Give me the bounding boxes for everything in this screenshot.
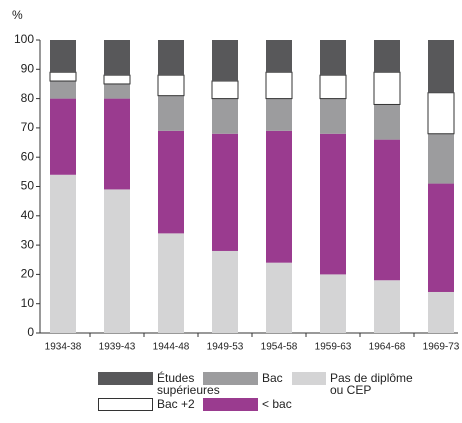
y-tick-label: 80 <box>21 91 35 105</box>
x-tick-label: 1934-38 <box>45 342 82 353</box>
bar-segment <box>158 95 184 131</box>
legend-swatch <box>98 372 153 385</box>
y-tick-label: 20 <box>21 267 35 281</box>
x-tick-label: 1939-43 <box>99 342 136 353</box>
x-tick-label: 1949-53 <box>207 342 244 353</box>
y-tick-label: 10 <box>21 296 35 310</box>
y-tick-label: 0 <box>27 325 34 339</box>
bar-segment <box>374 104 400 140</box>
y-tick-label: 40 <box>21 208 35 222</box>
legend-swatch <box>98 398 153 411</box>
bar-segment <box>374 139 400 281</box>
x-tick-label: 1954-58 <box>261 342 298 353</box>
bar-segment <box>320 274 346 333</box>
bar-segment <box>320 98 346 134</box>
bar-segment <box>320 133 346 275</box>
y-tick-label: 50 <box>21 179 35 193</box>
bar-segment <box>212 133 238 251</box>
bar-segment <box>103 74 131 85</box>
y-tick-label: 70 <box>21 120 35 134</box>
legend-label: < bac <box>262 397 292 411</box>
bar-segment <box>374 40 400 73</box>
bar-segment <box>104 40 130 76</box>
bar-segment <box>104 98 130 190</box>
bar-segment <box>427 92 455 135</box>
legend-label: Études supérieures <box>157 371 220 397</box>
bar-segment <box>320 40 346 76</box>
bar-segment <box>104 189 130 333</box>
bar-segment <box>428 291 454 333</box>
x-tick-label: 1959-63 <box>315 342 352 353</box>
bar-segment <box>266 130 292 263</box>
y-tick-label: 100 <box>14 32 34 46</box>
legend-swatch <box>203 398 258 411</box>
x-tick-label: 1944-48 <box>153 342 190 353</box>
bar-segment <box>265 71 293 100</box>
bar-segment <box>158 130 184 234</box>
bar-segment <box>374 280 400 333</box>
bar-segment <box>158 233 184 333</box>
bar-segment <box>266 262 292 333</box>
bar-segment <box>266 40 292 73</box>
bar-segment <box>373 71 401 105</box>
y-tick-label: 90 <box>21 61 35 75</box>
bar-segment <box>428 40 454 93</box>
bar-segment <box>211 80 239 100</box>
legend-label: Bac <box>262 371 283 385</box>
legend-swatch <box>292 372 326 385</box>
bar-segment <box>50 98 76 175</box>
bar-segment <box>104 83 130 99</box>
x-tick-label: 1964-68 <box>369 342 406 353</box>
legend-label: Bac +2 <box>157 397 195 411</box>
bar-segment <box>50 81 76 99</box>
bar-segment <box>49 71 77 82</box>
bar-segment <box>50 174 76 333</box>
bar-segment <box>428 133 454 184</box>
bar-segment <box>212 98 238 134</box>
bar-segment <box>212 40 238 82</box>
y-tick-label: 30 <box>21 237 35 251</box>
bar-segment <box>50 40 76 73</box>
bar-segment <box>428 183 454 292</box>
legend-label: Pas de diplôme ou CEP <box>330 371 413 397</box>
bar-segment <box>158 40 184 76</box>
legend-swatch <box>203 372 258 385</box>
y-tick-label: 60 <box>21 149 35 163</box>
bar-segment <box>212 250 238 333</box>
bar-segment <box>319 74 347 100</box>
x-tick-label: 1969-73 <box>423 342 460 353</box>
y-axis-label: % <box>12 8 23 22</box>
bar-segment <box>266 98 292 131</box>
bar-segment <box>157 74 185 97</box>
